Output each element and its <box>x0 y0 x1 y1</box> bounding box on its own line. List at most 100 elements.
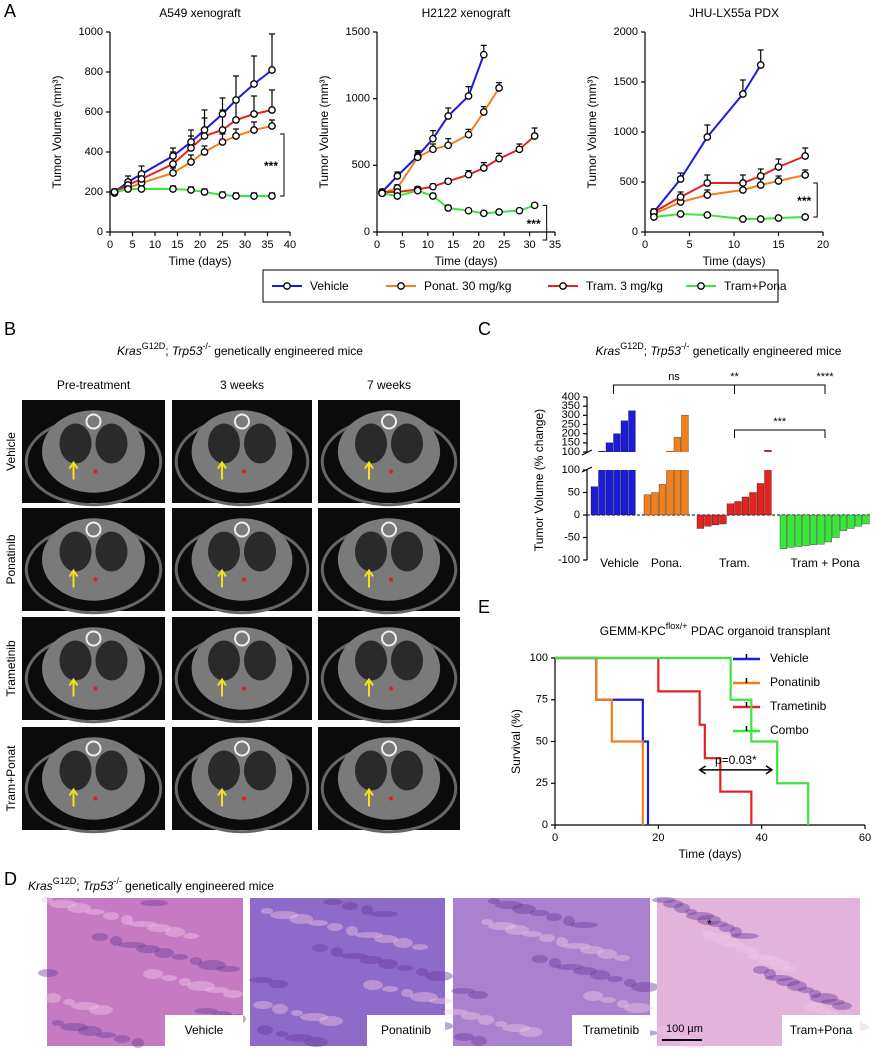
ct-lung <box>244 640 276 681</box>
tissue-texture <box>129 921 157 927</box>
title-part: PDAC organoid transplant <box>688 624 831 638</box>
tissue-texture <box>697 915 721 925</box>
y-tick-label: 1000 <box>79 26 103 38</box>
tissue-texture <box>624 979 636 987</box>
legend-marker <box>559 282 567 290</box>
data-point <box>232 132 240 140</box>
data-point <box>650 213 658 221</box>
chart-title: A549 xenograft <box>159 6 241 20</box>
data-point <box>232 96 240 104</box>
tissue-texture <box>85 909 105 915</box>
data-point <box>756 61 765 69</box>
legend-marker <box>397 282 405 290</box>
bar <box>704 514 712 527</box>
tissue-texture <box>304 1037 328 1047</box>
tissue-texture <box>573 967 597 975</box>
tissue-texture <box>340 953 368 959</box>
ct-lung <box>355 750 387 791</box>
x-tick-label: 25 <box>498 239 510 251</box>
title-part: genetically engineered mice <box>211 344 363 358</box>
y-tick-label: 200 <box>562 428 580 440</box>
ct-lung <box>391 750 423 791</box>
x-tick-label: 0 <box>374 239 380 251</box>
tissue-texture <box>194 1008 218 1014</box>
bar <box>605 470 614 516</box>
ct-body <box>42 410 145 493</box>
tissue-texture <box>261 908 273 914</box>
data-point <box>495 154 503 163</box>
tissue-texture <box>140 900 168 906</box>
legend-label: Ponat. 30 mg/kg <box>424 279 511 293</box>
arrow <box>217 568 227 588</box>
ct-body <box>337 410 441 493</box>
y-tick-label: 350 <box>562 400 580 412</box>
data-point <box>429 192 437 200</box>
y-tick-label: 600 <box>85 106 103 118</box>
x-tick-label: 20 <box>473 239 485 251</box>
ct-lung <box>59 531 92 572</box>
y-axis-label: Tumor Volume (mm³) <box>50 76 64 189</box>
tissue-texture <box>730 927 742 937</box>
ct-lung <box>355 640 387 681</box>
x-tick-label: 20 <box>652 832 664 844</box>
data-point <box>801 171 810 179</box>
tissue-texture <box>765 975 793 981</box>
marker <box>242 686 246 691</box>
bar <box>809 514 818 545</box>
data-point <box>444 112 453 120</box>
marker <box>93 796 98 801</box>
tissue-texture <box>327 923 343 931</box>
data-point <box>200 148 209 156</box>
arrow <box>68 460 79 480</box>
x-axis-label: Time (days) <box>169 254 232 268</box>
significance-label: *** <box>797 194 811 208</box>
bar <box>787 514 795 548</box>
tissue-texture <box>652 897 676 903</box>
data-point <box>137 185 146 193</box>
data-point <box>676 193 685 201</box>
data-point <box>218 110 227 118</box>
y-tick-label: 800 <box>85 66 103 78</box>
ct-spine <box>381 521 397 538</box>
y-tick-label: 25 <box>536 777 548 789</box>
tissue-texture <box>63 999 75 1005</box>
data-point <box>444 177 453 186</box>
ct-lung <box>59 750 92 791</box>
data-point <box>393 172 402 180</box>
x-tick-label: 10 <box>149 239 161 251</box>
bar <box>839 514 848 531</box>
y-tick-label: 100 <box>562 446 580 458</box>
title-part: GEMM-KPC <box>600 624 666 638</box>
tissue-texture <box>253 1001 273 1009</box>
ct-lung <box>208 531 240 572</box>
bar <box>651 492 659 516</box>
x-tick-label: 35 <box>549 239 561 251</box>
tissue-texture <box>832 1002 852 1010</box>
title: GEMM-KPCflox/+ PDAC organoid transplant <box>600 621 831 638</box>
tissue-texture <box>810 993 838 1003</box>
tissue-texture <box>187 981 215 991</box>
y-axis-label: Tumor Volume (% change) <box>532 409 546 551</box>
data-point <box>801 213 810 221</box>
comparison-label: *** <box>773 416 787 428</box>
data-point <box>739 179 747 187</box>
bar <box>802 514 810 546</box>
data-point <box>464 92 473 100</box>
tissue-texture <box>147 924 171 932</box>
tissue-texture <box>770 960 790 970</box>
bar <box>779 514 788 549</box>
ct-lung <box>391 423 423 464</box>
y-tick-label: 150 <box>562 437 580 449</box>
bar <box>613 470 621 516</box>
data-point <box>429 134 437 143</box>
row-label: Tram+Ponat <box>4 745 18 812</box>
bar <box>643 494 652 516</box>
data-point <box>200 188 209 196</box>
data-point <box>268 106 276 114</box>
tissue-texture <box>787 981 807 991</box>
tissue-texture <box>505 925 529 935</box>
tissue-texture <box>179 978 191 986</box>
panel-letter: B <box>4 319 16 339</box>
tissue-texture <box>361 905 373 915</box>
title-part: -/- <box>202 341 211 351</box>
